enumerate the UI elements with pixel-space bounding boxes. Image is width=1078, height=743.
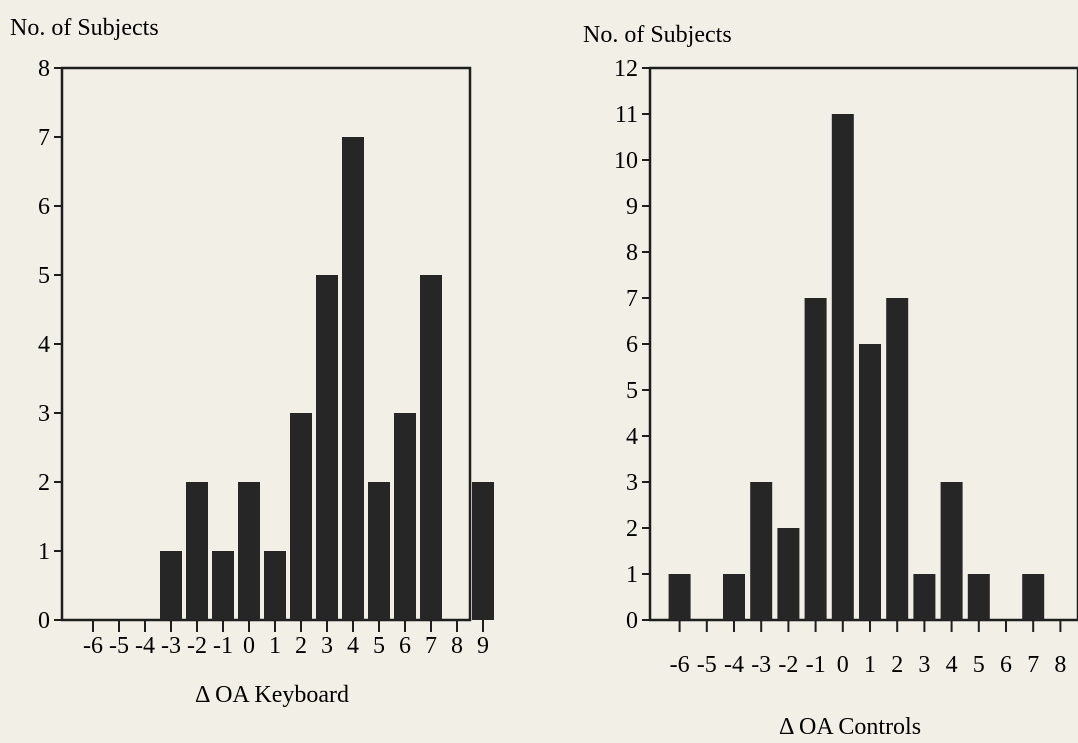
- x-tick-label: 0: [243, 633, 255, 659]
- x-tick-label: 8: [451, 633, 463, 659]
- bar-4: [342, 137, 364, 620]
- x-tick-label: -6: [670, 652, 690, 678]
- y-tick-label: 7: [626, 286, 638, 312]
- x-tick-label: -5: [697, 652, 717, 678]
- bar--3: [750, 482, 773, 620]
- x-tick-label: -2: [778, 652, 798, 678]
- x-tick-label: 0: [837, 652, 849, 678]
- x-tick-label: 5: [373, 633, 385, 659]
- y-tick-label: 11: [615, 102, 638, 128]
- bar-6: [394, 413, 416, 620]
- x-tick-label: -3: [751, 652, 771, 678]
- y-tick-label: 4: [38, 332, 50, 358]
- bar-0: [238, 482, 260, 620]
- bar--2: [186, 482, 208, 620]
- bar--1: [804, 298, 827, 620]
- y-tick-label: 0: [38, 608, 50, 634]
- y-tick-label: 8: [38, 56, 50, 82]
- x-tick-label: 8: [1054, 652, 1066, 678]
- bar-5: [967, 574, 990, 620]
- bar--1: [212, 551, 234, 620]
- y-tick-label: 5: [38, 263, 50, 289]
- x-tick-label: -3: [161, 633, 181, 659]
- x-tick-label: 6: [1000, 652, 1012, 678]
- y-tick-label: 4: [626, 424, 638, 450]
- y-tick-label: 1: [626, 562, 638, 588]
- bar-4: [940, 482, 963, 620]
- x-tick-label: 5: [973, 652, 985, 678]
- x-tick-label: 4: [347, 633, 359, 659]
- bar-7: [420, 275, 442, 620]
- y-tick-label: 1: [38, 539, 50, 565]
- bar--3: [160, 551, 182, 620]
- bar-2: [886, 298, 909, 620]
- y-tick-label: 8: [626, 240, 638, 266]
- bar-0: [831, 114, 854, 620]
- y-axis-title: No. of Subjects: [10, 15, 159, 41]
- bar--6: [668, 574, 691, 620]
- y-tick-label: 3: [38, 401, 50, 427]
- x-tick-label: 2: [295, 633, 307, 659]
- x-tick-label: 6: [399, 633, 411, 659]
- y-tick-label: 7: [38, 125, 50, 151]
- x-tick-label: 7: [425, 633, 437, 659]
- x-tick-label: 9: [477, 633, 489, 659]
- y-tick-label: 9: [626, 194, 638, 220]
- x-axis-title: Δ OA Keyboard: [195, 682, 349, 708]
- chart-keyboard: No. of Subjects Δ OA Keyboard 012345678-…: [10, 15, 494, 708]
- x-tick-label: -1: [213, 633, 233, 659]
- bar-1: [264, 551, 286, 620]
- x-tick-label: 1: [269, 633, 281, 659]
- x-tick-label: -4: [724, 652, 744, 678]
- y-axis-title: No. of Subjects: [583, 22, 732, 48]
- bar-1: [859, 344, 881, 620]
- bar-5: [368, 482, 390, 620]
- y-tick-label: 2: [626, 516, 638, 542]
- bar-9: [472, 482, 494, 620]
- x-tick-label: -1: [806, 652, 826, 678]
- bar--2: [777, 528, 800, 620]
- x-axis-title: Δ OA Controls: [779, 714, 921, 740]
- x-tick-label: -6: [83, 633, 103, 659]
- x-tick-label: 3: [918, 652, 930, 678]
- x-tick-label: -4: [135, 633, 155, 659]
- x-tick-label: -2: [187, 633, 207, 659]
- bar-2: [290, 413, 312, 620]
- y-tick-label: 0: [626, 608, 638, 634]
- bar-3: [316, 275, 338, 620]
- y-tick-label: 5: [626, 378, 638, 404]
- x-tick-label: 2: [891, 652, 903, 678]
- bar-3: [913, 574, 936, 620]
- bar--4: [723, 574, 745, 620]
- x-tick-label: -5: [109, 633, 129, 659]
- bar-7: [1022, 574, 1045, 620]
- x-tick-label: 1: [864, 652, 876, 678]
- x-tick-label: 7: [1027, 652, 1039, 678]
- y-tick-label: 10: [614, 148, 638, 174]
- y-tick-label: 6: [626, 332, 638, 358]
- y-tick-label: 12: [614, 56, 638, 82]
- chart-controls: No. of Subjects Δ OA Controls 0123456789…: [583, 22, 1078, 740]
- x-tick-label: 4: [946, 652, 958, 678]
- y-tick-label: 3: [626, 470, 638, 496]
- y-tick-label: 6: [38, 194, 50, 220]
- x-tick-label: 3: [321, 633, 333, 659]
- y-tick-label: 2: [38, 470, 50, 496]
